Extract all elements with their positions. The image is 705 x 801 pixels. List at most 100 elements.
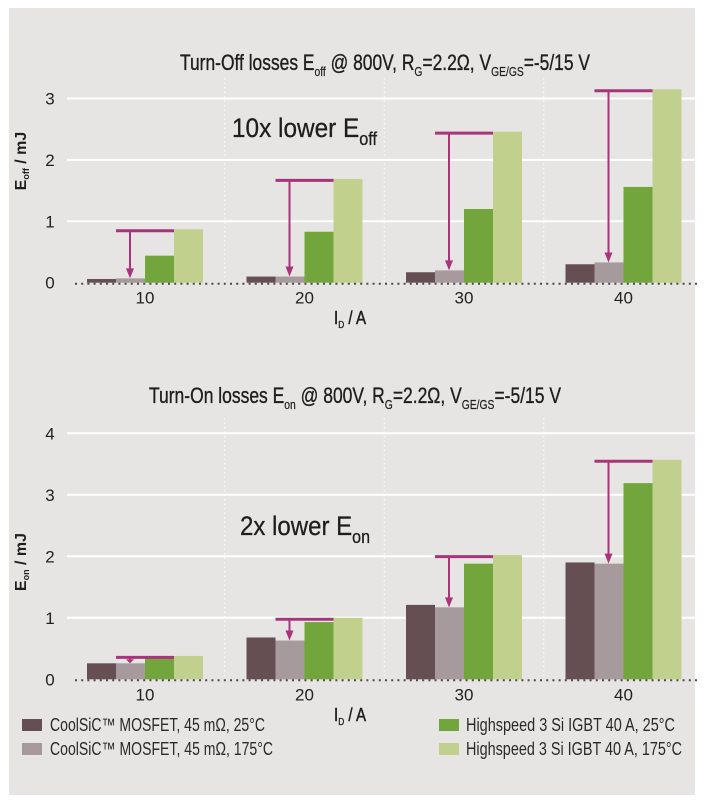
eon-y-tick-label: 2: [45, 547, 54, 566]
arrow-head-icon: [126, 268, 134, 279]
eoff-bar-coolsic-mosfet-45-m-25-c-10a: [87, 279, 116, 283]
xlabel-text: / A: [344, 308, 366, 328]
eon-bar-highspeed-3-si-igbt-40-a-25-c-30a: [464, 563, 493, 680]
title-text: =-5/15 V: [524, 50, 591, 75]
eoff-y-tick-label: 1: [45, 212, 54, 231]
title-subscript: GE/GS: [491, 64, 524, 79]
eon-bar-highspeed-3-si-igbt-40-a-25-c-40a: [623, 483, 653, 680]
legend-label: Highspeed 3 Si IGBT 40 A, 175°C: [466, 739, 682, 759]
title-text: =2.2Ω, V: [393, 383, 462, 408]
xlabel-text: I: [334, 308, 338, 328]
eon-bar-highspeed-3-si-igbt-40-a-25-c-20a: [304, 622, 334, 680]
eoff-reduction-arrow-40a: [594, 89, 653, 263]
eon-bar-highspeed-3-si-igbt-40-a-175-c-10a: [174, 655, 203, 680]
legend-label: CoolSiC™ MOSFET, 45 mΩ, 25°C: [50, 715, 265, 735]
eon-x-tick-label: 30: [455, 685, 474, 704]
eoff-bar-coolsic-mosfet-45-m-175-c-20a: [275, 276, 305, 283]
eon-bar-coolsic-mosfet-45-m-25-c-30a: [406, 604, 435, 680]
eon-chart: Turn-On losses Eon @ 800V, RG=2.2Ω, VGE/…: [13, 383, 700, 728]
eoff-y-tick-label: 0: [45, 274, 54, 293]
legend-swatch: [439, 743, 459, 755]
ylabel-subscript: off: [21, 167, 31, 179]
xlabel-subscript: D: [338, 717, 344, 728]
eoff-bar-highspeed-3-si-igbt-40-a-25-c-30a: [464, 209, 493, 283]
eon-x-tick-label: 40: [614, 685, 633, 704]
legend-swatch: [22, 719, 42, 731]
eoff-bar-highspeed-3-si-igbt-40-a-175-c-10a: [174, 229, 203, 283]
eon-reduction-arrow-40a: [594, 459, 653, 564]
legend-label: Highspeed 3 Si IGBT 40 A, 25°C: [466, 715, 675, 735]
eon-x-axis-label: ID / A: [334, 705, 366, 728]
eon-reduction-arrow-10a: [116, 655, 174, 664]
eon-bar-highspeed-3-si-igbt-40-a-25-c-10a: [145, 658, 174, 680]
eon-bar-coolsic-mosfet-45-m-25-c-40a: [565, 562, 595, 680]
xlabel-subscript: D: [338, 320, 344, 331]
arrow-head-icon: [445, 260, 453, 271]
legend: CoolSiC™ MOSFET, 45 mΩ, 25°C CoolSiC™ MO…: [22, 715, 682, 759]
title-text: =-5/15 V: [494, 383, 561, 408]
title-subscript: GE/GS: [462, 397, 495, 412]
eoff-bar-coolsic-mosfet-45-m-25-c-30a: [406, 272, 435, 283]
eoff-bar-highspeed-3-si-igbt-40-a-175-c-40a: [652, 89, 682, 283]
eon-y-tick-label: 1: [45, 609, 54, 628]
title-text: Turn-Off losses E: [180, 50, 314, 75]
title-text: @ 800V, R: [296, 383, 385, 408]
annotation-text: 10x lower E: [232, 113, 359, 143]
arrow-head-icon: [604, 553, 613, 564]
eon-bar-highspeed-3-si-igbt-40-a-175-c-30a: [493, 555, 522, 680]
eon-bar-coolsic-mosfet-45-m-175-c-30a: [435, 607, 464, 680]
eon-bar-coolsic-mosfet-45-m-25-c-20a: [246, 637, 276, 680]
eon-bar-coolsic-mosfet-45-m-175-c-10a: [116, 663, 145, 680]
eoff-bar-highspeed-3-si-igbt-40-a-175-c-20a: [333, 178, 363, 283]
annotation-text: 2x lower E: [240, 511, 352, 541]
arrow-head-icon: [126, 659, 134, 664]
ylabel-subscript: on: [21, 569, 31, 580]
arrow-head-icon: [285, 266, 294, 277]
eon-x-tick-label: 20: [295, 685, 314, 704]
eoff-y-tick-label: 3: [45, 90, 54, 109]
eoff-chart-title: Turn-Off losses Eoff @ 800V, RG=2.2Ω, VG…: [180, 50, 590, 79]
eon-plot-area: 0 1 2 3 4 10 20 30 40: [45, 424, 700, 704]
eoff-annotation: 10x lower Eoff: [232, 113, 378, 149]
eoff-reduction-arrow-20a: [275, 178, 334, 277]
eon-y-tick-label: 3: [45, 486, 54, 505]
legend-swatch: [22, 743, 42, 755]
legend-label: CoolSiC™ MOSFET, 45 mΩ, 175°C: [50, 739, 273, 759]
annotation-subscript: on: [352, 527, 370, 547]
eoff-bar-highspeed-3-si-igbt-40-a-25-c-40a: [623, 186, 653, 283]
eoff-reduction-arrow-10a: [116, 229, 174, 279]
legend-swatch: [439, 719, 459, 731]
eon-y-tick-label: 0: [45, 670, 54, 689]
xlabel-text: / A: [344, 705, 366, 725]
eoff-y-axis-label: Eoff / mJ: [13, 132, 31, 191]
eon-bar-coolsic-mosfet-45-m-175-c-20a: [275, 640, 305, 680]
eoff-bar-coolsic-mosfet-45-m-175-c-40a: [594, 262, 624, 283]
eoff-x-axis-label: ID / A: [334, 308, 366, 331]
legend-item: CoolSiC™ MOSFET, 45 mΩ, 175°C: [22, 739, 273, 759]
eon-reduction-arrow-30a: [435, 555, 493, 608]
eon-y-axis-label: Eon / mJ: [13, 533, 31, 591]
eoff-x-tick-label: 40: [614, 289, 633, 308]
title-text: @ 800V, R: [326, 50, 415, 75]
eon-reduction-arrow-20a: [275, 617, 334, 641]
eoff-bar-coolsic-mosfet-45-m-25-c-20a: [246, 276, 276, 283]
eon-bar-highspeed-3-si-igbt-40-a-175-c-40a: [652, 459, 682, 680]
eoff-chart: Turn-Off losses E off @ 800V, RG=2.2Ω, VG…: [13, 50, 700, 331]
eoff-x-tick-label: 20: [295, 289, 314, 308]
eoff-bar-highspeed-3-si-igbt-40-a-25-c-10a: [145, 255, 174, 283]
eon-chart-title: Turn-On losses Eon @ 800V, RG=2.2Ω, VGE/…: [149, 383, 561, 412]
arrow-head-icon: [285, 630, 294, 641]
ylabel-text: / mJ: [13, 132, 30, 168]
eoff-y-tick-label: 2: [45, 151, 54, 170]
title-subscript: G: [414, 64, 422, 79]
eoff-x-tick-label: 30: [455, 289, 474, 308]
legend-item: Highspeed 3 Si IGBT 40 A, 175°C: [439, 739, 682, 759]
xlabel-text: I: [334, 705, 338, 725]
title-text: =2.2Ω, V: [422, 50, 491, 75]
arrow-head-icon: [445, 597, 453, 608]
ylabel-text: E: [13, 580, 30, 591]
eoff-bar-coolsic-mosfet-45-m-175-c-10a: [116, 278, 145, 283]
eon-y-tick-label: 4: [45, 424, 54, 443]
ylabel-text: / mJ: [13, 533, 30, 569]
